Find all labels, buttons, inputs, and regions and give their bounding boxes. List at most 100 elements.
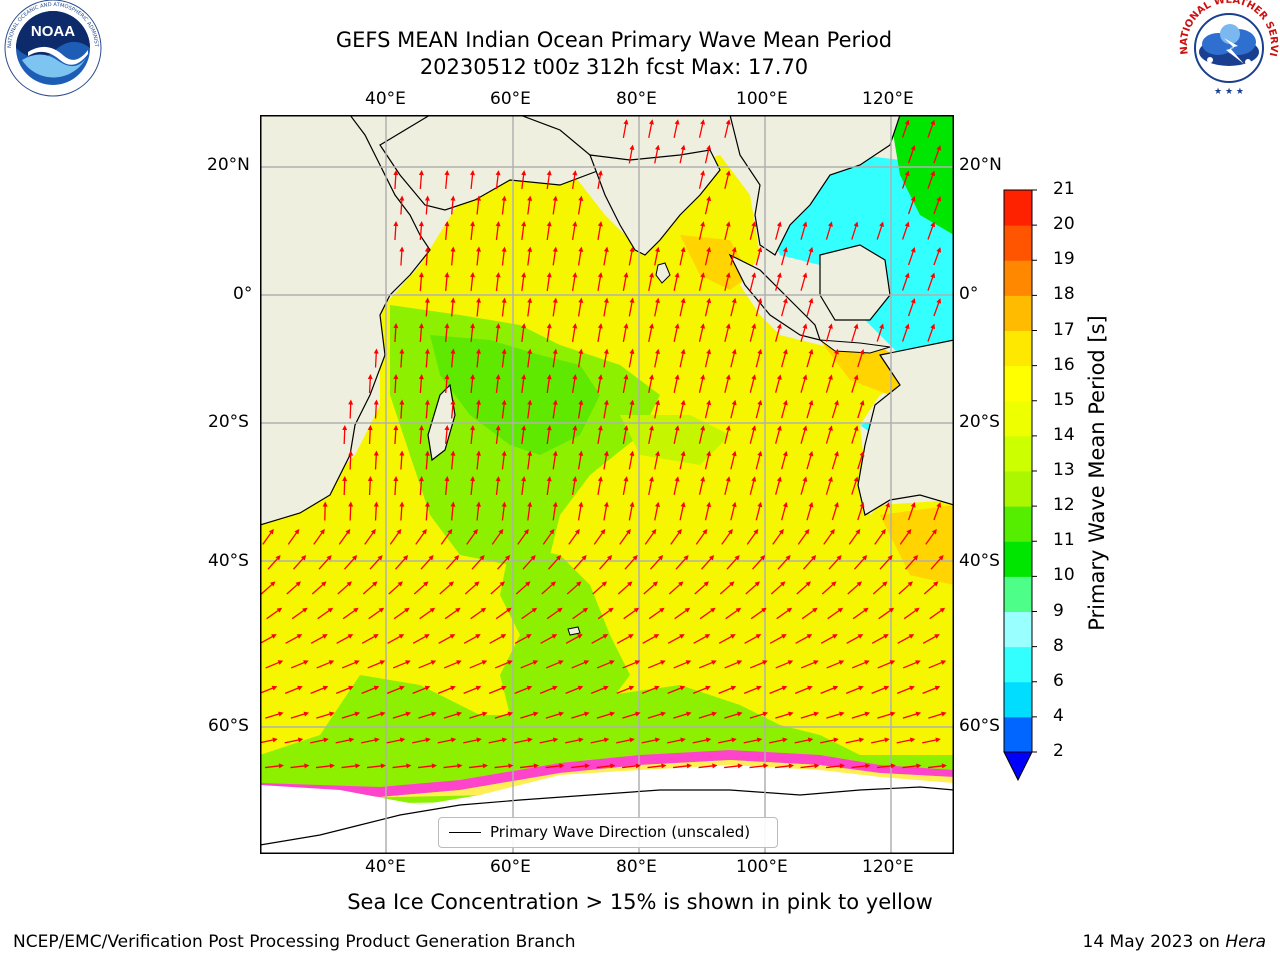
wave-arrow [617,581,633,595]
wave-arrow [806,501,814,521]
wave-arrow [444,323,450,343]
wave-arrow [907,247,916,266]
wave-arrow [781,348,788,368]
colorbar-segment [1004,330,1032,367]
wave-arrow [373,501,379,521]
wave-arrow [654,246,660,266]
wave-arrow [718,634,736,644]
wave-arrow [546,476,552,496]
colorbar-tick-label: 21 [1053,179,1075,199]
wave-arrow [821,581,837,595]
wave-arrow [929,607,946,620]
wave-arrow [495,272,501,292]
wave-arrow [827,607,844,620]
wave-arrow [470,607,487,620]
wave-arrow [724,170,731,189]
left-lat-label: 20°N [207,155,250,175]
wave-arrow [694,581,709,595]
wave-arrow [820,685,839,694]
wave-arrow [367,476,373,496]
wave-arrow [823,528,835,545]
wave-arrow [527,246,533,266]
wave-arrow [521,476,527,496]
wave-arrow [348,450,354,470]
wave-arrow [679,450,686,470]
wave-arrow [930,555,944,570]
wave-arrow [675,555,689,570]
right-lat-label: 0° [959,284,979,304]
wave-arrow [386,685,405,694]
wave-arrow [495,323,501,343]
wave-arrow [597,323,603,342]
wave-arrow [698,221,706,240]
ocean-field [260,145,954,785]
wave-arrow [674,607,691,620]
wave-arrow [419,607,436,620]
wave-arrow [424,450,430,470]
wave-arrow [335,737,355,744]
wave-arrow [568,528,580,545]
wave-arrow [622,323,629,342]
wave-arrow [851,476,859,495]
wave-arrow [262,528,274,545]
wave-arrow [654,144,660,164]
wave-arrow [852,607,869,620]
wave-arrow [310,737,329,744]
wave-arrow [521,323,527,343]
colorbar-tick-label: 19 [1053,249,1075,270]
wave-arrow [730,348,737,368]
wave-arrow [591,634,609,644]
wave-arrow [539,685,558,694]
wave-arrow [514,737,533,744]
wave-arrow [800,221,808,240]
wave-arrow [699,607,716,620]
wave-arrow [806,297,814,317]
wave-arrow [749,323,757,342]
bottom-lon-label: 40°E [365,857,406,877]
wave-arrow [769,685,788,694]
wave-arrow [806,348,814,368]
colorbar-segment [1004,225,1032,261]
wave-arrow [851,660,870,669]
wave-arrow [795,634,813,644]
wave-arrow [806,246,814,266]
wave-arrow [723,763,743,769]
colorbar-tick-label: 9 [1053,600,1064,621]
wave-arrow [399,348,405,368]
wave-arrow [743,737,763,744]
wave-arrow [260,634,277,644]
wave-arrow [845,685,864,694]
wave-arrow [693,634,711,644]
wave-arrow [287,528,300,545]
wave-arrow [527,195,533,215]
wave-arrow [877,711,896,719]
wave-arrow [775,711,794,719]
wave-arrow [412,685,431,694]
wave-arrow [316,711,335,719]
wave-arrow [570,763,590,769]
wave-arrow [341,660,360,669]
wave-arrow [730,399,737,419]
legend-label: Primary Wave Direction (unscaled) [490,823,751,841]
wave-arrow [667,737,686,744]
wave-arrow [552,399,558,419]
wave-arrow [846,634,864,644]
wave-arrow [698,763,718,769]
wave-arrow [470,425,475,445]
wave-arrow [599,555,613,570]
wave-arrow [577,348,584,368]
wave-arrow [446,555,460,570]
wave-arrow [718,737,737,744]
bottom-lon-label: 120°E [862,857,914,877]
wave-arrow [698,711,718,719]
wave-arrow [698,119,706,138]
wave-arrow [571,374,578,393]
colorbar-tick-label: 8 [1053,635,1064,656]
wave-arrow [831,501,839,521]
wave-arrow [922,737,941,744]
wave-arrow [495,374,501,394]
wave-arrow [667,634,685,644]
wave-arrow [367,374,373,394]
wave-arrow [373,399,379,419]
wave-arrow [847,581,862,595]
